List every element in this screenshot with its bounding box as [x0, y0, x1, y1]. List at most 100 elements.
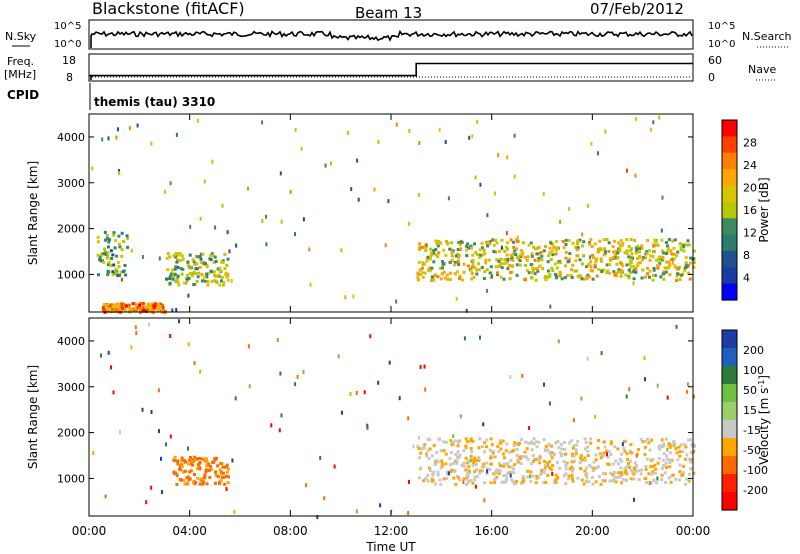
velocity-cell	[489, 454, 493, 458]
power-cell	[418, 242, 421, 246]
power-cell	[667, 266, 671, 270]
power-cell	[111, 305, 115, 309]
velocity-cell	[485, 445, 488, 449]
power-cell	[211, 254, 215, 258]
power-cell	[563, 276, 567, 280]
power-cell	[465, 308, 468, 313]
velocity-cell	[377, 380, 380, 385]
power-cell	[514, 253, 518, 256]
power-cell	[550, 249, 554, 253]
power-cell	[513, 133, 516, 138]
velocity-cell	[323, 496, 326, 501]
velocity-colorbar-tick: 15	[743, 404, 757, 417]
power-cell	[671, 239, 675, 243]
power-cell	[531, 266, 535, 270]
velocity-cell	[644, 377, 646, 382]
power-cell	[505, 245, 508, 249]
power-cell	[484, 261, 488, 265]
velocity-cell	[619, 466, 623, 470]
power-cell	[426, 255, 430, 259]
power-cell	[115, 269, 119, 273]
velocity-cell	[632, 472, 636, 476]
velocity-cell	[464, 445, 468, 449]
power-cell	[441, 266, 444, 270]
power-cell	[595, 274, 599, 278]
velocity-cell	[440, 459, 444, 463]
power-cell	[618, 249, 622, 253]
velocity-cell	[589, 441, 593, 445]
power-cell	[205, 265, 209, 269]
power-cell	[109, 264, 113, 268]
power-cell	[115, 135, 118, 140]
power-cell	[454, 272, 457, 276]
power-cell	[462, 270, 466, 274]
power-cell	[201, 252, 205, 256]
power-cell	[384, 243, 387, 248]
power-cell	[634, 267, 638, 271]
power-cell	[458, 276, 461, 280]
velocity-cell	[651, 457, 655, 461]
power-cell	[500, 238, 504, 242]
power-cell	[520, 249, 523, 252]
power-cell	[678, 278, 682, 281]
power-cell	[495, 241, 499, 245]
velocity-colorbar-swatch	[722, 384, 737, 403]
velocity-cell	[688, 472, 692, 476]
velocity-cell	[648, 481, 651, 486]
velocity-cell	[187, 342, 190, 347]
power-cell	[632, 281, 635, 286]
velocity-cell	[584, 479, 588, 483]
velocity-cell	[645, 437, 649, 441]
power-cell	[576, 240, 580, 243]
power-cell	[692, 265, 696, 269]
velocity-cell	[296, 374, 299, 379]
velocity-cell	[645, 457, 649, 461]
power-cell	[235, 243, 238, 248]
velocity-cell	[617, 471, 621, 475]
power-cell	[120, 254, 124, 258]
power-cell	[533, 272, 537, 276]
power-cell	[152, 304, 156, 308]
velocity-cell	[469, 458, 472, 463]
velocity-cell	[434, 460, 438, 464]
power-cell	[395, 122, 398, 127]
power-cell	[524, 277, 527, 282]
power-cell	[219, 269, 222, 273]
velocity-cell	[585, 472, 589, 476]
power-cell	[559, 219, 562, 224]
power-cell	[683, 269, 687, 273]
velocity-cell	[639, 437, 643, 441]
velocity-cell	[193, 473, 196, 476]
power-cell	[477, 262, 481, 266]
velocity-cell	[194, 480, 197, 484]
nsky-panel	[88, 19, 694, 50]
velocity-cell	[693, 394, 695, 399]
power-cell	[106, 305, 110, 309]
power-cell	[429, 251, 433, 255]
power-cell	[493, 250, 497, 254]
power-cell	[533, 258, 537, 262]
velocity-cell	[609, 471, 613, 475]
power-cell	[571, 241, 575, 245]
velocity-cell	[198, 457, 201, 460]
velocity-colorbar-frame	[721, 329, 738, 511]
velocity-cell	[543, 466, 547, 470]
power-cell	[157, 304, 160, 308]
velocity-cell	[635, 453, 638, 458]
power-cell	[574, 245, 578, 249]
velocity-cell	[539, 470, 543, 474]
velocity-cell	[435, 451, 439, 454]
power-cell	[114, 239, 118, 243]
date-title: 07/Feb/2012	[590, 0, 684, 18]
power-cell	[471, 253, 475, 257]
power-cell	[564, 250, 568, 254]
velocity-cell	[428, 469, 432, 473]
power-cell	[188, 271, 192, 275]
velocity-cell	[540, 468, 544, 472]
power-cell	[111, 270, 115, 274]
velocity-colorbar-tick: -200	[743, 484, 768, 497]
velocity-cell	[187, 446, 189, 451]
velocity-cell	[423, 364, 426, 369]
velocity-cell	[442, 440, 446, 444]
power-cell	[533, 247, 537, 251]
